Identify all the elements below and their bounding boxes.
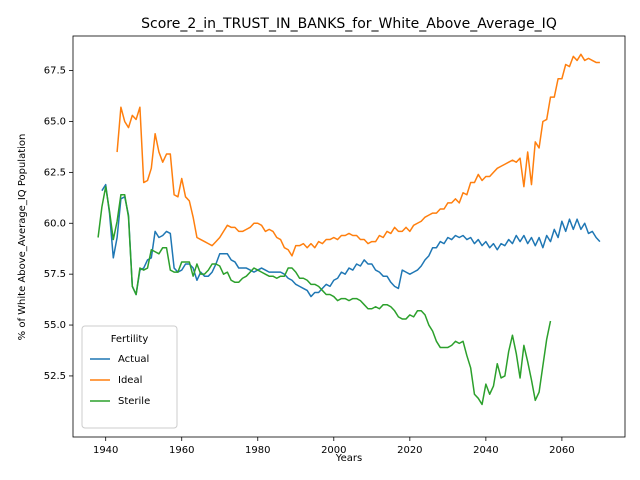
y-tick-label: 52.5	[44, 371, 66, 382]
y-tick-label: 67.5	[44, 66, 66, 77]
x-tick-label: 2020	[397, 445, 422, 456]
legend-title: Fertility	[111, 334, 149, 345]
x-tick-label: 1940	[93, 445, 118, 456]
x-tick-label: 1980	[245, 445, 270, 456]
legend-label: Sterile	[118, 396, 150, 407]
x-tick-label: 2060	[549, 445, 574, 456]
x-tick-label: 2040	[473, 445, 498, 456]
series-line	[97, 185, 552, 406]
x-axis-label: Years	[335, 453, 362, 464]
chart-title: Score_2_in_TRUST_IN_BANKS_for_White_Abov…	[141, 16, 557, 32]
x-tick-label: 1960	[169, 445, 194, 456]
legend-label: Actual	[118, 354, 149, 365]
series-line	[116, 53, 600, 257]
y-tick-label: 65.0	[44, 116, 66, 127]
x-tick-label: 2000	[321, 445, 346, 456]
y-tick-label: 57.5	[44, 269, 66, 280]
legend-box	[81, 325, 178, 429]
legend-label: Ideal	[118, 375, 142, 386]
y-axis-label: % of White Above_Average_IQ Population	[17, 134, 28, 341]
y-tick-label: 62.5	[44, 167, 66, 178]
y-tick-label: 60.0	[44, 218, 66, 229]
plot-frame	[72, 35, 626, 438]
series-line	[101, 183, 601, 298]
y-tick-label: 55.0	[44, 320, 66, 331]
